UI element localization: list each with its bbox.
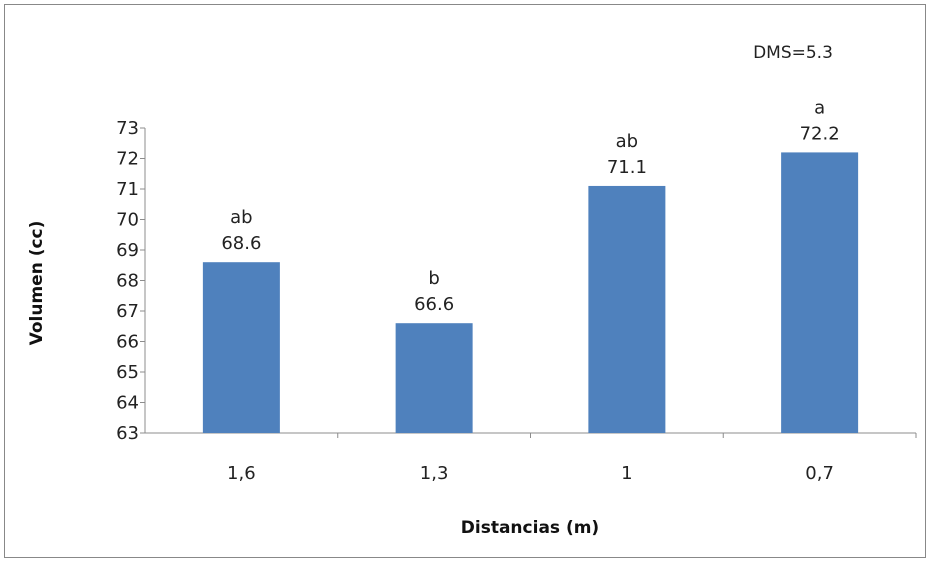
bar-significance-letter: b <box>428 268 439 289</box>
bar <box>781 152 859 433</box>
x-axis-tick-labels: 1,6 1,3 1 0,7 <box>227 433 917 484</box>
bar-significance-letter: ab <box>616 131 638 152</box>
y-tick-label: 66 <box>116 332 139 353</box>
y-tick-label: 67 <box>116 301 139 322</box>
y-tick-label: 71 <box>116 179 139 200</box>
y-tick-label: 63 <box>116 423 139 444</box>
bar-value-label: 71.1 <box>607 157 647 178</box>
bar-value-label: 72.2 <box>800 123 840 144</box>
x-tick-label: 1,3 <box>420 463 449 484</box>
y-tick-label: 64 <box>116 393 139 414</box>
bar <box>395 323 473 433</box>
y-tick-label: 70 <box>116 210 139 231</box>
bars: 68.6 ab 66.6 b 71.1 ab 72.2 a <box>202 97 859 433</box>
y-axis-title: Volumen (cc) <box>27 221 47 346</box>
x-tick-label: 1 <box>621 463 632 484</box>
chart-frame <box>4 4 926 558</box>
x-tick-label: 1,6 <box>227 463 256 484</box>
x-axis-title: Distancias (m) <box>461 518 599 538</box>
bar <box>202 262 280 433</box>
bar-significance-letter: ab <box>230 207 252 228</box>
y-tick-label: 68 <box>116 271 139 292</box>
bar-significance-letter: a <box>814 97 825 118</box>
x-tick-label: 0,7 <box>805 463 834 484</box>
y-axis-ticks: 63 64 65 66 67 68 69 70 71 72 73 <box>116 118 145 444</box>
bar-value-label: 68.6 <box>221 233 261 254</box>
bar <box>588 185 666 433</box>
y-tick-label: 69 <box>116 240 139 261</box>
y-tick-label: 65 <box>116 362 139 383</box>
y-tick-label: 73 <box>116 118 139 139</box>
bar-value-label: 66.6 <box>414 294 454 315</box>
y-tick-label: 72 <box>116 149 139 170</box>
dms-annotation: DMS=5.3 <box>753 43 833 63</box>
